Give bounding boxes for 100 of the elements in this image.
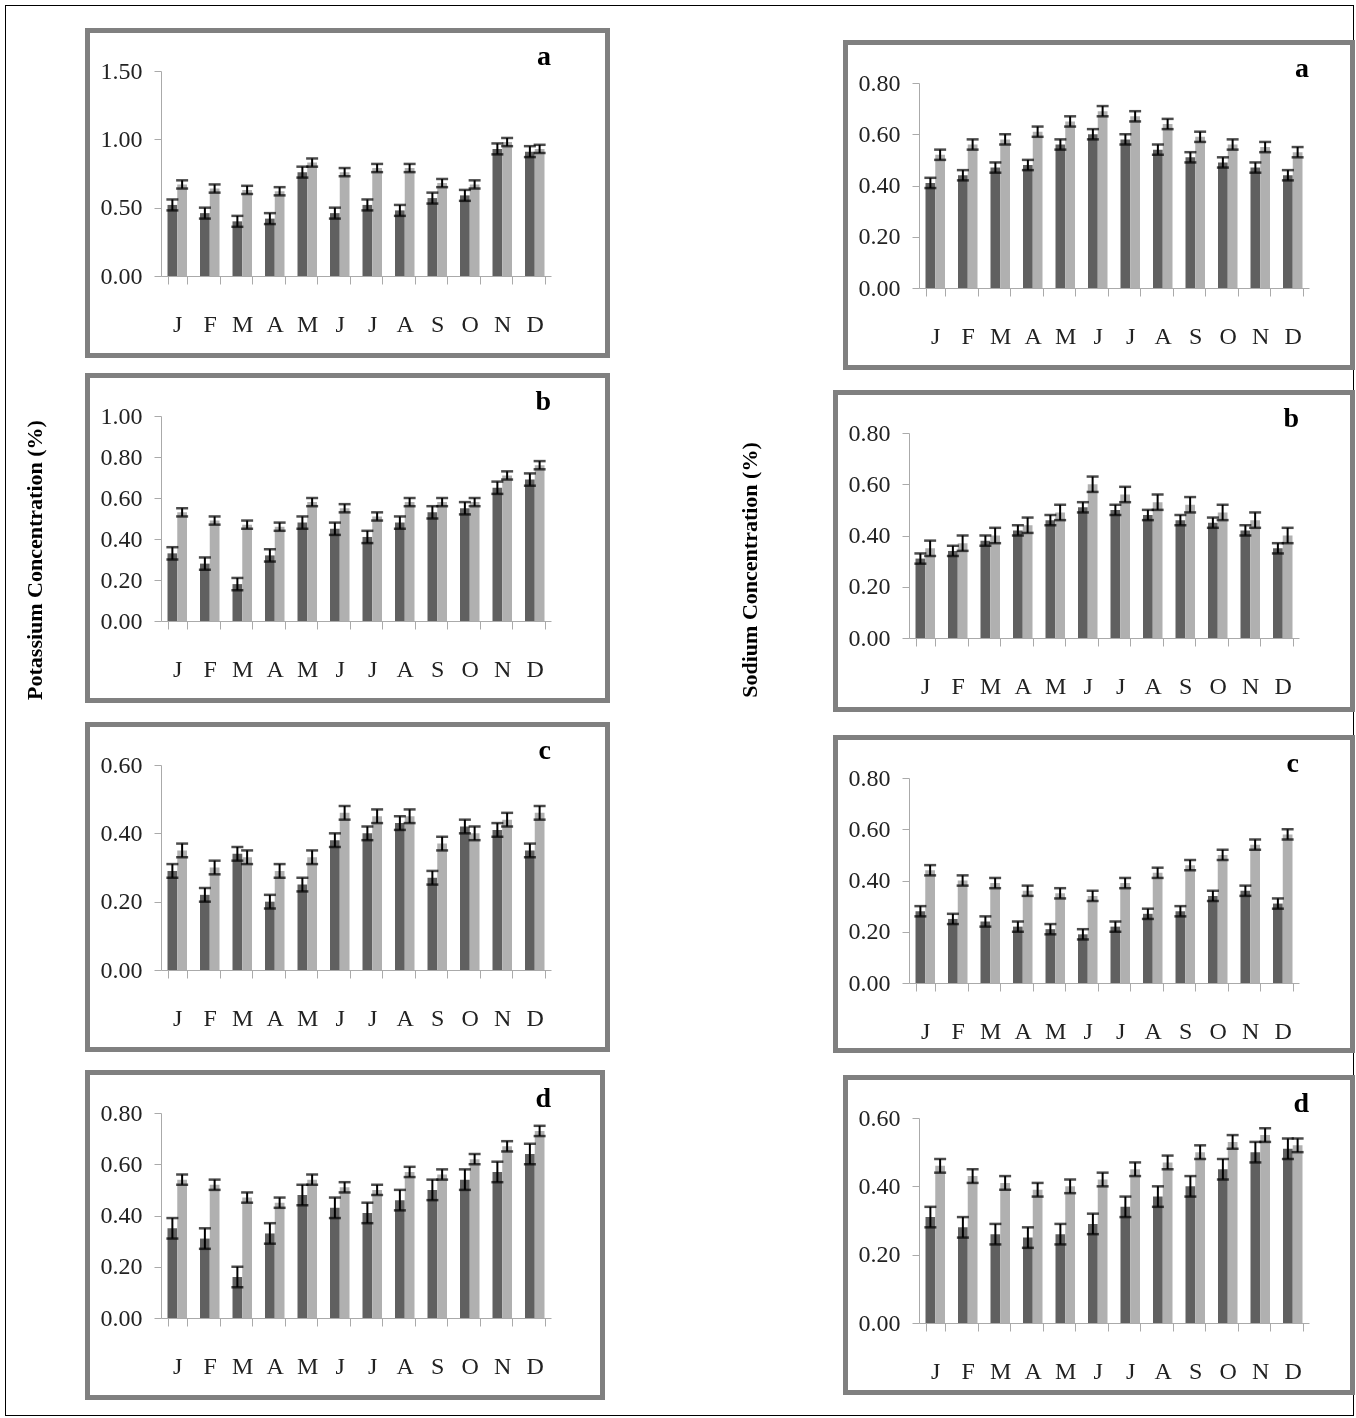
x-tick-label: D bbox=[1284, 322, 1302, 349]
x-tick-label: F bbox=[951, 1017, 965, 1044]
x-tick-label: D bbox=[526, 310, 544, 337]
x-tick-label: A bbox=[1144, 1017, 1163, 1044]
x-tick-label: M bbox=[1045, 672, 1067, 699]
x-tick-label: A bbox=[396, 655, 415, 682]
y-tick-label: 0.60 bbox=[848, 815, 891, 842]
x-tick-label: J bbox=[931, 322, 941, 349]
x-tick-label: S bbox=[1179, 1017, 1193, 1044]
x-tick-label: N bbox=[1242, 1017, 1260, 1044]
bar bbox=[330, 528, 340, 621]
bar bbox=[200, 563, 210, 621]
x-tick-label: N bbox=[494, 655, 512, 682]
x-tick-label: D bbox=[1284, 1357, 1302, 1384]
x-tick-label: M bbox=[990, 322, 1012, 349]
bar bbox=[265, 555, 275, 621]
bar bbox=[1013, 926, 1023, 983]
x-tick-label: J bbox=[335, 655, 345, 682]
x-tick-label: M bbox=[1055, 322, 1077, 349]
bar bbox=[525, 1154, 535, 1318]
x-tick-label: N bbox=[494, 310, 512, 337]
y-tick-label: 0.00 bbox=[100, 956, 143, 983]
x-tick-label: S bbox=[431, 655, 445, 682]
x-tick-label: F bbox=[203, 310, 217, 337]
x-tick-label: S bbox=[431, 1004, 445, 1031]
x-tick-label: M bbox=[232, 310, 254, 337]
bar bbox=[1208, 895, 1218, 983]
y-tick-label: 0.60 bbox=[100, 1150, 143, 1177]
x-tick-label: D bbox=[526, 655, 544, 682]
x-tick-label: M bbox=[232, 655, 254, 682]
chart-title: b bbox=[535, 385, 551, 416]
x-tick-label: A bbox=[266, 1352, 285, 1379]
bar bbox=[200, 1238, 210, 1318]
x-tick-label: J bbox=[335, 1352, 345, 1379]
y-tick-label: 1.50 bbox=[100, 57, 143, 84]
x-tick-label: S bbox=[1189, 322, 1203, 349]
x-tick-label: J bbox=[1093, 322, 1103, 349]
x-tick-label: A bbox=[266, 310, 285, 337]
bar bbox=[1055, 144, 1066, 288]
y-tick-label: 0.20 bbox=[100, 1253, 143, 1280]
bar bbox=[460, 1179, 470, 1318]
bar bbox=[460, 195, 470, 276]
y-tick-label: 0.00 bbox=[858, 1309, 901, 1336]
y-tick-label: 0.20 bbox=[858, 1241, 901, 1268]
bar bbox=[1013, 530, 1023, 638]
bar bbox=[395, 210, 405, 276]
x-tick-label: M bbox=[297, 1352, 319, 1379]
bar bbox=[492, 487, 503, 621]
chart-title: d bbox=[535, 1082, 552, 1113]
x-tick-label: J bbox=[368, 310, 378, 337]
bar bbox=[1120, 139, 1131, 288]
x-tick-label: O bbox=[461, 310, 479, 337]
x-tick-label: M bbox=[980, 1017, 1002, 1044]
bar bbox=[362, 833, 373, 970]
bar bbox=[492, 1171, 503, 1318]
bar bbox=[492, 829, 503, 970]
bar bbox=[1153, 149, 1163, 288]
bar bbox=[1143, 913, 1153, 983]
x-tick-label: A bbox=[396, 1352, 415, 1379]
x-tick-label: F bbox=[951, 672, 965, 699]
y-tick-label: 0.40 bbox=[100, 819, 143, 846]
x-tick-label: F bbox=[203, 1004, 217, 1031]
x-tick-label: F bbox=[961, 1357, 975, 1384]
bar bbox=[1218, 1169, 1228, 1323]
bar bbox=[200, 213, 210, 276]
x-tick-label: M bbox=[297, 310, 319, 337]
x-tick-label: J bbox=[173, 655, 183, 682]
x-tick-label: D bbox=[1274, 1017, 1292, 1044]
x-tick-label: D bbox=[1274, 672, 1292, 699]
x-tick-label: M bbox=[232, 1004, 254, 1031]
x-tick-label: M bbox=[297, 1004, 319, 1031]
y-tick-label: 0.40 bbox=[848, 867, 891, 893]
x-tick-label: N bbox=[494, 1004, 512, 1031]
x-tick-label: A bbox=[266, 1004, 285, 1031]
x-tick-label: N bbox=[1252, 322, 1270, 349]
y-tick-label: 0.00 bbox=[858, 274, 901, 301]
x-tick-label: F bbox=[203, 1352, 217, 1379]
x-tick-label: J bbox=[921, 672, 931, 699]
x-tick-label: J bbox=[173, 310, 183, 337]
y-tick-label: 0.20 bbox=[848, 573, 891, 600]
x-tick-label: M bbox=[1055, 1357, 1077, 1384]
bar bbox=[1078, 507, 1088, 638]
bar bbox=[200, 894, 210, 970]
y-tick-label: 0.60 bbox=[848, 470, 891, 497]
chart-title: c bbox=[538, 734, 551, 765]
x-tick-label: J bbox=[1083, 672, 1093, 699]
bar bbox=[1153, 1196, 1163, 1323]
x-tick-label: J bbox=[173, 1352, 183, 1379]
bar bbox=[525, 151, 535, 276]
bar bbox=[1218, 162, 1228, 288]
x-tick-label: M bbox=[1045, 1017, 1067, 1044]
x-tick-label: N bbox=[494, 1352, 512, 1379]
y-tick-label: 0.80 bbox=[100, 1099, 143, 1126]
bar bbox=[265, 1233, 275, 1318]
x-tick-label: A bbox=[1154, 1357, 1173, 1384]
y-axis-title: Potassium Concentration (%) bbox=[22, 420, 48, 700]
x-tick-label: J bbox=[931, 1357, 941, 1384]
x-tick-label: A bbox=[1144, 672, 1163, 699]
x-tick-label: O bbox=[1209, 672, 1227, 699]
x-tick-label: M bbox=[232, 1352, 254, 1379]
